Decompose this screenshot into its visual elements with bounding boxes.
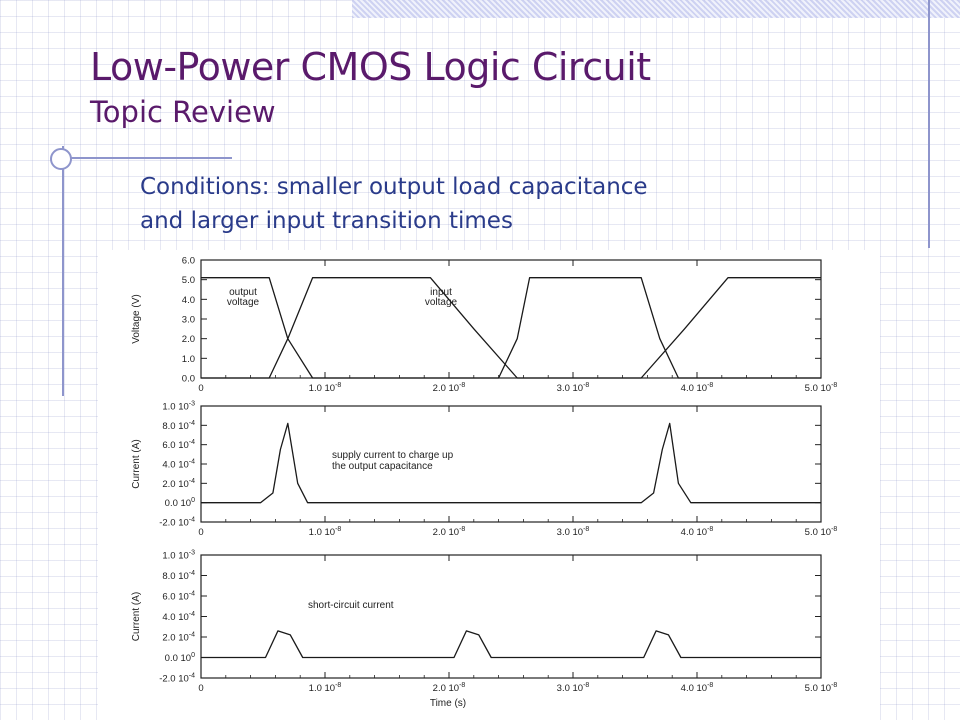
waveform-svg: 0.0 1.0 2.0 3.0 4.0 5.0 6.0 0 1.0 10-8 2.0 10-8 3.… <box>131 256 837 710</box>
y-tick-label: 6.0 10-4 <box>162 591 195 603</box>
y-tick-label: 1.0 10-3 <box>162 401 195 413</box>
y-tick-label: 2.0 10-4 <box>162 478 195 490</box>
x-tick-label: 5.0 10-8 <box>805 382 838 394</box>
series-line-0 <box>201 630 821 659</box>
y-tick-label: 8.0 10-4 <box>162 420 195 432</box>
x-tick-label: 1.0 10-8 <box>309 382 342 394</box>
x-tick-label: 5.0 10-8 <box>805 682 838 694</box>
slide-subtitle: Topic Review <box>90 95 276 129</box>
x-tick-label: 0 <box>198 683 203 694</box>
series-line-1 <box>201 277 821 379</box>
y-axis-label: Current (A) <box>131 592 142 641</box>
x-axis-label: Time (s) <box>430 698 466 709</box>
annotation-label: supply current to charge up <box>332 450 454 461</box>
y-tick-label: 6.0 10-4 <box>162 439 195 451</box>
y-tick-label: 0.0 100 <box>165 497 195 509</box>
slide-title: Low-Power CMOS Logic Circuit <box>90 45 651 89</box>
horizontal-rule-line <box>52 157 232 159</box>
annotation-label: the output capacitance <box>332 461 433 472</box>
x-tick-label: 0 <box>198 527 203 538</box>
corner-pattern <box>352 0 960 18</box>
x-tick-label: 5.0 10-8 <box>805 526 838 538</box>
x-tick-label: 1.0 10-8 <box>309 682 342 694</box>
x-tick-label: 4.0 10-8 <box>681 526 714 538</box>
vertical-rule-line <box>62 146 64 396</box>
conditions-line-2: and larger input transition times <box>140 208 513 234</box>
supply-current-plot: -2.0 10-4 0.0 100 2.0 10-4 4.0 10-4 6.0 10-4… <box>131 401 837 539</box>
series-line-0 <box>201 422 821 504</box>
y-tick-label: 4.0 10-4 <box>162 611 195 623</box>
y-tick-label: 8.0 10-4 <box>162 570 195 582</box>
y-tick-label: -2.0 10-4 <box>159 517 195 529</box>
annotation-label: voltage <box>227 297 260 308</box>
annotation-label: input <box>430 287 452 298</box>
annotation-label: voltage <box>425 297 458 308</box>
voltage-plot: 0.0 1.0 2.0 3.0 4.0 5.0 6.0 0 1.0 10-8 2.0 10-8 3.… <box>131 256 837 395</box>
conditions-text: Conditions: smaller output load capacita… <box>140 170 648 238</box>
series-line-0 <box>201 277 821 379</box>
waveform-figure: 0.0 1.0 2.0 3.0 4.0 5.0 6.0 0 1.0 10-8 2.0 10-8 3.… <box>98 250 880 720</box>
x-tick-label: 3.0 10-8 <box>557 682 590 694</box>
x-tick-label: 0 <box>198 383 203 394</box>
y-tick-label: 2.0 10-4 <box>162 632 195 644</box>
y-tick-label: 3.0 <box>182 315 195 326</box>
y-tick-label: 5.0 <box>182 275 195 286</box>
annotation-label: short-circuit current <box>308 600 394 611</box>
y-axis-label: Current (A) <box>131 439 142 488</box>
y-tick-label: 4.0 10-4 <box>162 459 195 471</box>
x-tick-label: 2.0 10-8 <box>433 526 466 538</box>
y-axis-label: Voltage (V) <box>131 294 142 343</box>
y-tick-label: 2.0 <box>182 334 195 345</box>
ring-ornament-icon <box>50 148 72 170</box>
y-tick-label: 6.0 <box>182 256 195 267</box>
right-rule-line <box>928 0 930 248</box>
x-tick-label: 3.0 10-8 <box>557 526 590 538</box>
y-tick-label: 0.0 100 <box>165 652 195 664</box>
short-circuit-current-plot: -2.0 10-4 0.0 100 2.0 10-4 4.0 10-4 6.0 10-4… <box>131 550 837 710</box>
x-tick-label: 2.0 10-8 <box>433 682 466 694</box>
x-tick-label: 1.0 10-8 <box>309 526 342 538</box>
annotation-label: output <box>229 287 257 298</box>
x-tick-label: 4.0 10-8 <box>681 382 714 394</box>
plot-frame <box>200 554 822 679</box>
y-tick-label: 0.0 <box>182 374 195 385</box>
y-tick-label: 1.0 <box>182 354 195 365</box>
x-tick-label: 4.0 10-8 <box>681 682 714 694</box>
x-tick-label: 3.0 10-8 <box>557 382 590 394</box>
y-tick-label: -2.0 10-4 <box>159 673 195 685</box>
conditions-line-1: Conditions: smaller output load capacita… <box>140 174 648 200</box>
y-tick-label: 1.0 10-3 <box>162 550 195 562</box>
x-tick-label: 2.0 10-8 <box>433 382 466 394</box>
y-tick-label: 4.0 <box>182 295 195 306</box>
